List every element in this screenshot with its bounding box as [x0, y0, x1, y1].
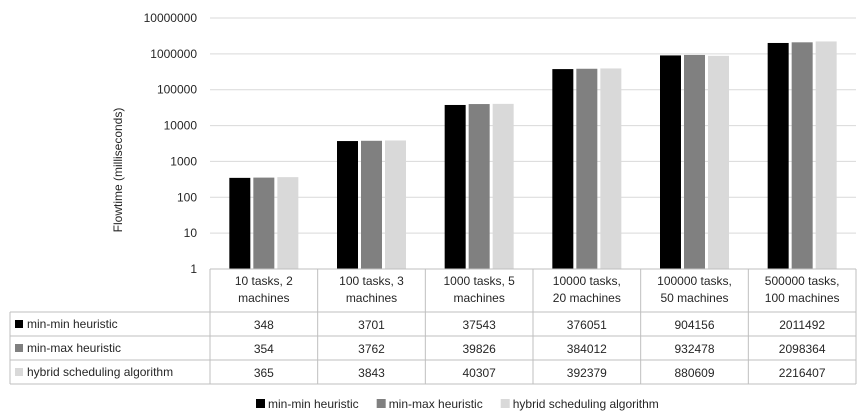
table-cell: 376051: [567, 318, 607, 332]
bar: [708, 55, 729, 269]
table-cell: 880609: [674, 366, 714, 380]
y-tick-label: 1: [190, 262, 197, 276]
bar: [444, 104, 466, 269]
y-tick-label: 1000000: [150, 47, 197, 61]
table-legend-key: [15, 344, 23, 352]
legend-key: [500, 399, 510, 408]
y-tick-label: 100: [177, 190, 197, 204]
legend-label: min-max heuristic: [389, 397, 483, 411]
category-label: 1000 tasks, 5: [443, 274, 515, 288]
table-cell: 392379: [567, 366, 607, 380]
category-label: 100 tasks, 3: [339, 274, 404, 288]
y-axis-label: Flowtime (milliseconds): [111, 108, 125, 233]
category-label: 10000 tasks,: [553, 274, 621, 288]
category-label: machines: [238, 291, 289, 305]
category-label: 100 machines: [765, 291, 840, 305]
table-cell: 37543: [462, 318, 496, 332]
table-legend-key: [15, 368, 23, 376]
legend: min-min heuristic min-max heuristic hybrid…: [256, 397, 659, 411]
legend-label: hybrid scheduling algorithm: [513, 397, 659, 411]
table-row-label: min-max heuristic: [27, 341, 121, 355]
bar: [229, 177, 251, 269]
bar: [492, 103, 514, 269]
bar: [600, 68, 622, 270]
y-axis: 1 10 100 1000 10000 100000 1000000 10000000: [144, 11, 198, 276]
category-label: 50 machines: [660, 291, 728, 305]
table-cell: 40307: [462, 366, 496, 380]
legend-label: min-min heuristic: [268, 397, 359, 411]
bar: [576, 68, 598, 269]
table-legend-key: [15, 320, 23, 328]
category-label: 500000 tasks,: [765, 274, 840, 288]
y-tick-label: 1000: [170, 154, 197, 168]
gridlines: [210, 17, 856, 234]
bar: [361, 140, 382, 269]
table-cell: 384012: [567, 342, 607, 356]
table-row-label: hybrid scheduling algorithm: [27, 365, 173, 379]
y-tick-label: 10000: [164, 119, 198, 133]
table-cell: 3762: [358, 342, 385, 356]
category-label: 10 tasks, 2: [235, 274, 293, 288]
table-row-label: min-min heuristic: [27, 317, 118, 331]
table-cell: 932478: [674, 342, 714, 356]
table-cell: 39826: [462, 342, 496, 356]
category-label: 20 machines: [553, 291, 621, 305]
table-cell: 2098364: [779, 342, 826, 356]
table-cell: 2011492: [779, 318, 825, 332]
y-tick-label: 100000: [157, 83, 197, 97]
bar: [253, 177, 275, 269]
category-label: 100000 tasks,: [657, 274, 732, 288]
bar: [277, 177, 299, 269]
table-cell: 904156: [674, 318, 714, 332]
bar: [791, 42, 813, 269]
legend-key: [376, 399, 386, 408]
bar: [684, 54, 705, 269]
bar: [385, 140, 406, 269]
bar: [337, 141, 358, 269]
legend-key: [256, 399, 265, 408]
bar: [468, 104, 490, 269]
table-cell: 365: [254, 366, 274, 380]
category-label: machines: [453, 291, 504, 305]
bar: [767, 42, 789, 269]
data-table: 10 tasks, 2 machines 100 tasks, 3 machines 1…: [9, 268, 857, 385]
category-label: machines: [346, 291, 397, 305]
bar: [552, 69, 574, 269]
bar: [660, 55, 681, 269]
table-cell: 3843: [358, 366, 385, 380]
bars: [229, 41, 837, 270]
table-cell: 3701: [358, 318, 385, 332]
table-cell: 2216407: [779, 366, 826, 380]
y-tick-label: 10: [184, 226, 198, 240]
y-tick-label: 10000000: [144, 11, 198, 25]
bar: [815, 41, 837, 270]
table-cell: 354: [254, 342, 274, 356]
table-cell: 348: [254, 318, 274, 332]
